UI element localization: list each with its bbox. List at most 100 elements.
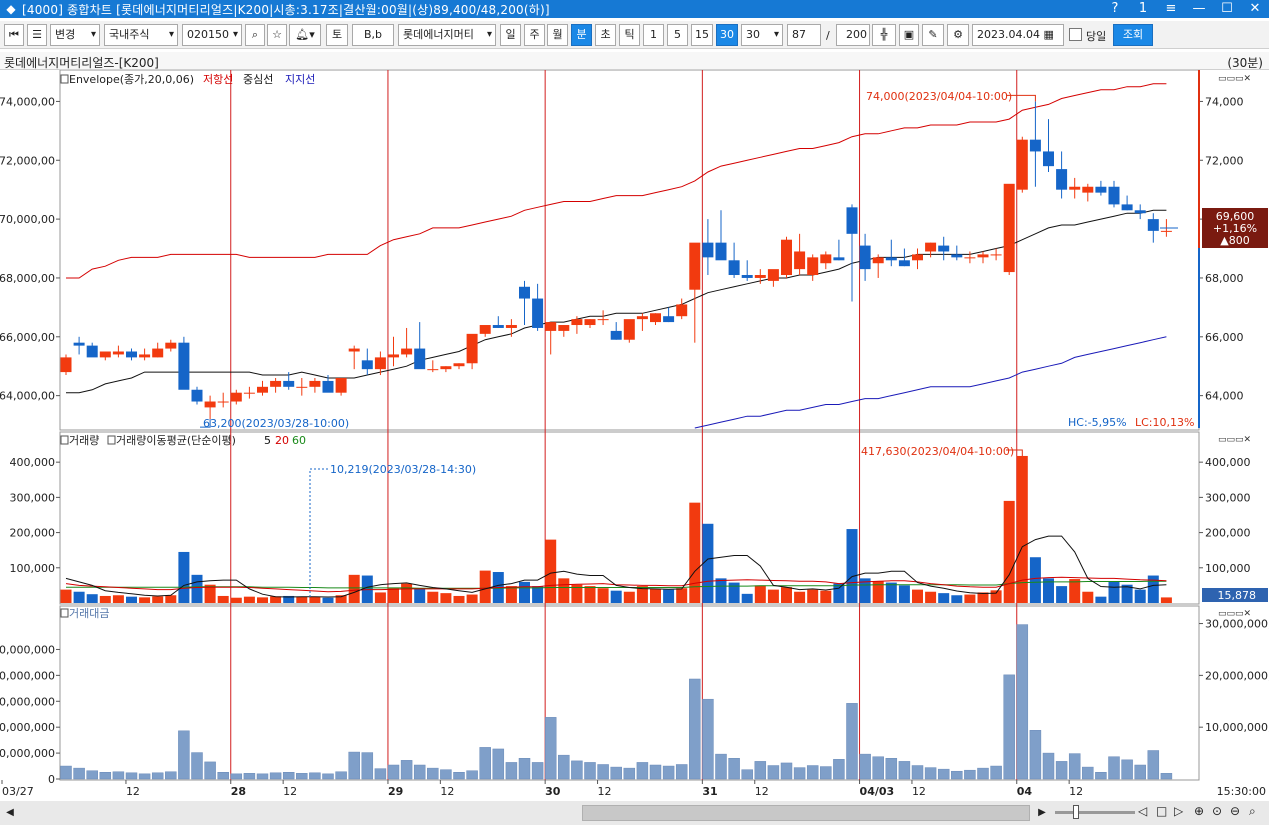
star-icon[interactable]: ☆ xyxy=(267,24,287,46)
period-month-button[interactable]: 월 xyxy=(547,24,568,46)
amount-panel-controls-icon[interactable]: ▭▭▭✕ xyxy=(1218,609,1251,619)
interval-1-button[interactable]: 1 xyxy=(643,24,664,46)
volume-panel-controls-icon[interactable]: ▭▭▭✕ xyxy=(1218,435,1251,445)
period-week-button[interactable]: 주 xyxy=(524,24,545,46)
price-panel[interactable] xyxy=(60,83,1179,429)
scroll-left-icon[interactable]: ◀ xyxy=(6,807,14,818)
close-button[interactable]: ✕ xyxy=(1249,1,1261,16)
x-tick-label: 04 xyxy=(1017,785,1033,798)
x-tick-label: 12 xyxy=(440,785,454,798)
volume-bar xyxy=(951,595,963,603)
query-button[interactable]: 조회 xyxy=(1113,24,1153,46)
nav-stop-icon[interactable]: □ xyxy=(1156,804,1168,818)
amount-bar xyxy=(427,767,439,780)
zoom-out-icon[interactable]: ⊖ xyxy=(1230,804,1241,818)
first-icon[interactable]: ⏮ xyxy=(4,24,24,46)
interval-select[interactable]: 30 xyxy=(741,24,783,46)
candle-type-icon[interactable]: ╬ xyxy=(872,24,896,46)
date-input[interactable]: 2023.04.04 ▦ xyxy=(972,24,1064,46)
volume-bar xyxy=(348,574,360,603)
amount-bar xyxy=(833,759,845,780)
menu-icon[interactable]: ≡ xyxy=(1165,1,1177,16)
x-tick-label: 12 xyxy=(1069,785,1083,798)
stock-code-input[interactable]: 020150 xyxy=(182,24,242,46)
price-ytick-label: 66,000,00 xyxy=(0,331,55,344)
bell-icon[interactable]: 🔔︎▾ xyxy=(289,24,321,46)
period-day-button[interactable]: 일 xyxy=(500,24,521,46)
volume-bar xyxy=(532,586,544,603)
horizontal-scrollbar[interactable]: ◀ ▶ ◁ □ ▷ ⊕ ⊙ ⊖ ⌕ xyxy=(0,801,1269,825)
panel-controls[interactable]: ▭▭▭✕ ▭▭▭✕ ▭▭▭✕ xyxy=(1218,74,1251,619)
period-second-button[interactable]: 초 xyxy=(595,24,616,46)
amount-ytick-label: 0,000,000,000 xyxy=(0,643,55,656)
price-panel-controls-icon[interactable]: ▭▭▭✕ xyxy=(1218,74,1251,84)
amount-panel[interactable] xyxy=(60,624,1173,780)
period-minute-button[interactable]: 분 xyxy=(571,24,592,46)
market-select[interactable]: 국내주식 xyxy=(104,24,178,46)
list-down-icon[interactable]: ☰ xyxy=(27,24,47,46)
candle-body xyxy=(545,322,557,331)
volume-bar xyxy=(1108,581,1120,603)
zoom-in-icon[interactable]: ⊕ xyxy=(1194,804,1205,818)
bb-button[interactable]: B,b xyxy=(352,24,394,46)
date-value: 2023.04.04 xyxy=(977,28,1040,41)
amount-bar xyxy=(440,769,452,780)
x-tick-label: 12 xyxy=(912,785,926,798)
scroll-right-icon[interactable]: ▶ xyxy=(1038,807,1046,818)
lower-band-legend: 지지선 xyxy=(285,73,315,86)
amount-bar xyxy=(1082,766,1094,780)
amount-bar xyxy=(178,730,190,780)
interval-15-button[interactable]: 15 xyxy=(691,24,713,46)
price-ytick-label: 70,000,00 xyxy=(0,213,55,226)
current-price: 69,600 xyxy=(1216,210,1255,223)
max-count-input[interactable]: 200 xyxy=(836,24,870,46)
nav-next-icon[interactable]: ▷ xyxy=(1174,804,1184,818)
period-tick-button[interactable]: 틱 xyxy=(619,24,640,46)
chart-period: (30분) xyxy=(1227,56,1263,70)
maximize-button[interactable]: ☐ xyxy=(1221,1,1233,16)
chart-area[interactable]: 64,000,00 64,000 66,000,00 66,000 68,000,00 6… xyxy=(0,70,1269,801)
scroll-thumb[interactable] xyxy=(582,805,1030,821)
gear-icon[interactable]: ⚙ xyxy=(947,24,969,46)
change-select[interactable]: 변경 xyxy=(50,24,100,46)
nav-prev-icon[interactable]: ◁ xyxy=(1138,804,1148,818)
magnifier-icon[interactable]: ⌕ xyxy=(1249,804,1256,818)
price-ytick-label: 74,000,00 xyxy=(0,95,55,108)
candle-body xyxy=(781,239,792,276)
help-button[interactable]: ? xyxy=(1111,1,1119,16)
change-amount: ▲800 xyxy=(1220,234,1249,247)
amount-bar xyxy=(348,751,360,780)
volume-bar xyxy=(912,589,923,603)
screen-number-button[interactable]: 1 xyxy=(1138,1,1148,16)
save-icon[interactable]: ▣ xyxy=(899,24,919,46)
count-input[interactable]: 87 xyxy=(787,24,821,46)
amount-bar xyxy=(924,767,937,780)
volume-bar xyxy=(794,591,806,603)
amount-bar xyxy=(1108,756,1120,780)
pen-icon[interactable]: ✎ xyxy=(922,24,944,46)
same-day-checkbox[interactable] xyxy=(1069,28,1082,41)
zoom-slider-handle[interactable] xyxy=(1073,805,1079,819)
interval-30-button[interactable]: 30 xyxy=(716,24,738,46)
minimize-button[interactable]: — xyxy=(1192,1,1206,16)
amount-bar xyxy=(675,764,688,780)
amount-bar xyxy=(151,772,164,780)
candle-body xyxy=(453,363,465,367)
amount-bar xyxy=(191,752,203,780)
candle-body xyxy=(479,325,491,334)
search-icon[interactable]: ⌕ xyxy=(245,24,265,46)
price-min-marker xyxy=(200,419,211,428)
volume-panel[interactable] xyxy=(60,449,1172,603)
zoom-reset-icon[interactable]: ⊙ xyxy=(1212,804,1223,818)
candle-body xyxy=(1029,139,1041,152)
amount-bar xyxy=(322,773,334,780)
candle-body xyxy=(243,392,255,394)
interval-5-button[interactable]: 5 xyxy=(667,24,688,46)
volume-min-annotation: 10,219(2023/03/28-14:30) xyxy=(330,463,476,476)
to-button[interactable]: 토 xyxy=(326,24,348,46)
volume-bar xyxy=(885,582,897,603)
zoom-slider[interactable] xyxy=(1055,811,1135,814)
x-tick-label: 12 xyxy=(126,785,140,798)
volume-bar xyxy=(427,591,439,603)
stock-name-select[interactable]: 롯데에너지머티 xyxy=(398,24,496,46)
